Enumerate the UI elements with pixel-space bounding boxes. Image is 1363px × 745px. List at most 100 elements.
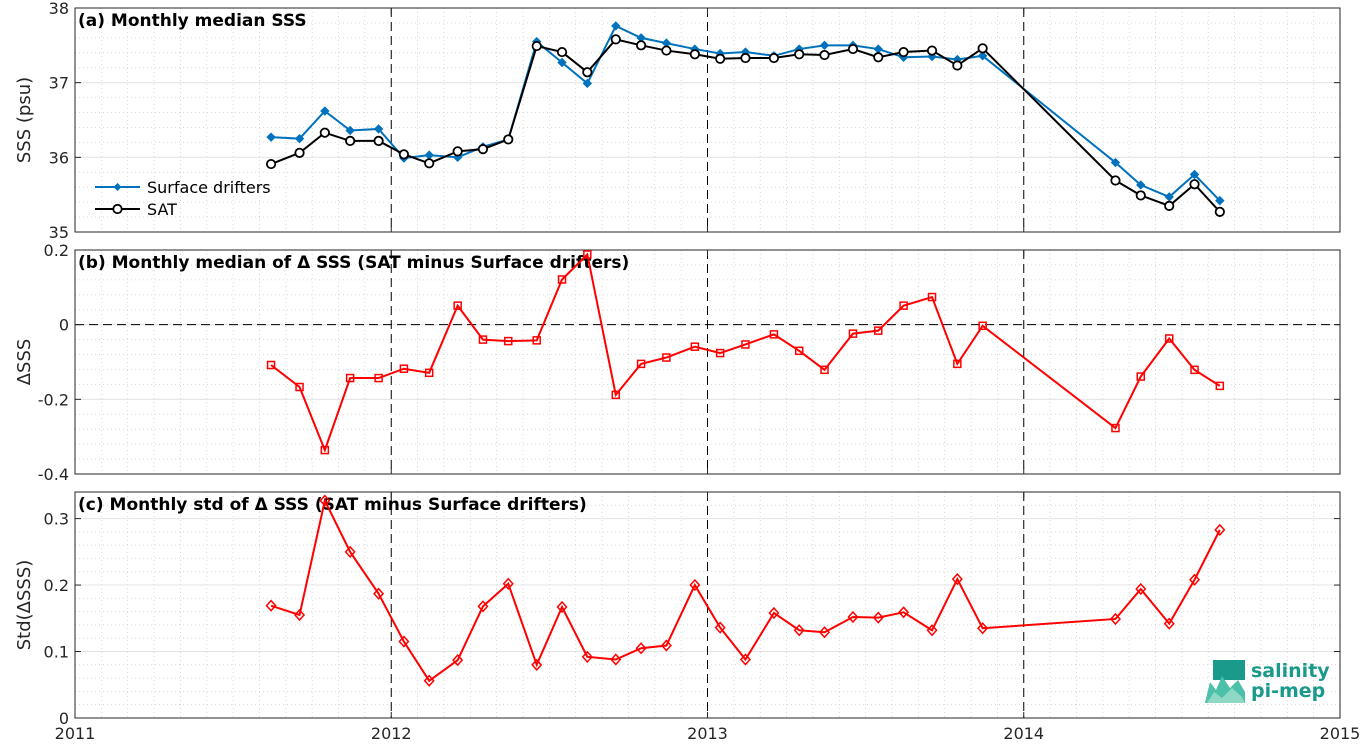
legend-marker <box>112 203 123 215</box>
data-point <box>1164 334 1174 343</box>
data-point <box>899 301 908 310</box>
data-point <box>793 624 805 637</box>
data-point <box>611 21 621 31</box>
data-point <box>610 653 622 666</box>
data-point <box>1189 169 1200 180</box>
y-tick-label: 0.2 <box>44 576 69 595</box>
data-point <box>1110 175 1121 186</box>
data-point <box>266 360 276 370</box>
panel-title: (c) Monthly std of Δ SSS (SAT minus Surf… <box>78 495 587 515</box>
panel-c: 0 0.1 0.2 0.3 2011 2012 2013 2014 2015 Std(ΔSSS) (… <box>14 491 1361 743</box>
data-point <box>398 635 410 648</box>
data-point <box>424 368 434 378</box>
data-point <box>819 40 830 51</box>
data-point <box>768 606 780 620</box>
data-point <box>741 340 750 349</box>
data-point <box>556 46 568 58</box>
data-point <box>978 321 987 331</box>
series-line <box>270 497 1221 683</box>
data-point <box>319 494 331 507</box>
data-point <box>1190 365 1199 375</box>
data-point <box>373 587 385 600</box>
data-point <box>557 57 567 68</box>
data-point <box>610 34 621 45</box>
legend: Surface drifters SAT <box>95 178 271 219</box>
y-tick-label: -0.4 <box>38 465 69 484</box>
series-surface-drifters <box>266 21 1225 206</box>
y-tick-label: 0.1 <box>44 643 69 662</box>
data-point <box>1135 582 1147 596</box>
y-tick-label: 36 <box>49 148 69 167</box>
data-point <box>344 545 356 558</box>
data-point <box>502 577 514 590</box>
series-line <box>270 252 1221 453</box>
data-point <box>345 373 355 383</box>
data-point <box>768 52 780 64</box>
data-point <box>794 346 804 356</box>
data-point <box>265 599 277 612</box>
data-point <box>715 53 726 64</box>
data-point <box>504 336 513 346</box>
x-tick-label: 2014 <box>1003 724 1044 743</box>
y-axis-label: Std(ΔSSS) <box>14 560 35 651</box>
data-point <box>478 335 488 344</box>
data-point <box>1109 612 1121 626</box>
data-point <box>873 52 884 63</box>
legend-label: Surface drifters <box>147 178 271 197</box>
data-point <box>898 46 909 58</box>
data-point <box>320 445 330 455</box>
panel-title: (a) Monthly median SSS <box>78 11 307 31</box>
data-point <box>1189 573 1201 586</box>
data-point <box>769 330 779 339</box>
data-point <box>532 336 541 345</box>
data-point <box>581 650 593 663</box>
x-tick-label: 2012 <box>371 724 412 743</box>
logo-text: pi-mep <box>1251 680 1325 702</box>
data-point <box>1164 200 1175 211</box>
data-point <box>819 49 830 61</box>
data-point <box>874 326 883 335</box>
data-point <box>794 49 805 60</box>
y-tick-label: 35 <box>49 223 69 242</box>
data-point <box>557 275 567 284</box>
data-point <box>847 610 859 624</box>
data-point <box>1110 157 1121 168</box>
y-tick-label: 0.2 <box>44 241 69 260</box>
data-point <box>872 611 884 624</box>
x-tick-label: 2013 <box>687 724 728 743</box>
data-point <box>503 134 514 145</box>
x-tick-label: 2015 <box>1320 724 1361 743</box>
logo-wave <box>1207 688 1245 703</box>
data-point <box>636 359 646 369</box>
data-point <box>424 150 434 160</box>
data-point <box>556 600 568 614</box>
logo-mark <box>1213 660 1245 680</box>
data-point <box>820 365 829 375</box>
data-point <box>1135 190 1146 201</box>
data-point <box>424 158 435 169</box>
data-point <box>819 626 831 639</box>
data-point <box>583 250 592 259</box>
data-point <box>1189 179 1200 190</box>
data-point <box>373 135 384 147</box>
data-point <box>1136 372 1146 381</box>
series-sat <box>265 34 1225 217</box>
data-point <box>690 342 700 351</box>
legend-marker <box>113 183 122 191</box>
data-point <box>898 606 910 619</box>
y-axis-label: ΔSSS <box>14 339 35 386</box>
data-point <box>345 125 355 136</box>
data-point <box>953 359 962 369</box>
data-point <box>266 132 276 142</box>
data-point <box>345 135 356 147</box>
data-point <box>739 653 751 666</box>
data-point <box>452 654 464 667</box>
y-tick-label: 0.3 <box>44 510 69 529</box>
data-point <box>1214 523 1226 537</box>
data-point <box>660 639 672 652</box>
data-point <box>374 373 383 383</box>
data-point <box>1214 206 1225 217</box>
data-point <box>373 124 384 134</box>
